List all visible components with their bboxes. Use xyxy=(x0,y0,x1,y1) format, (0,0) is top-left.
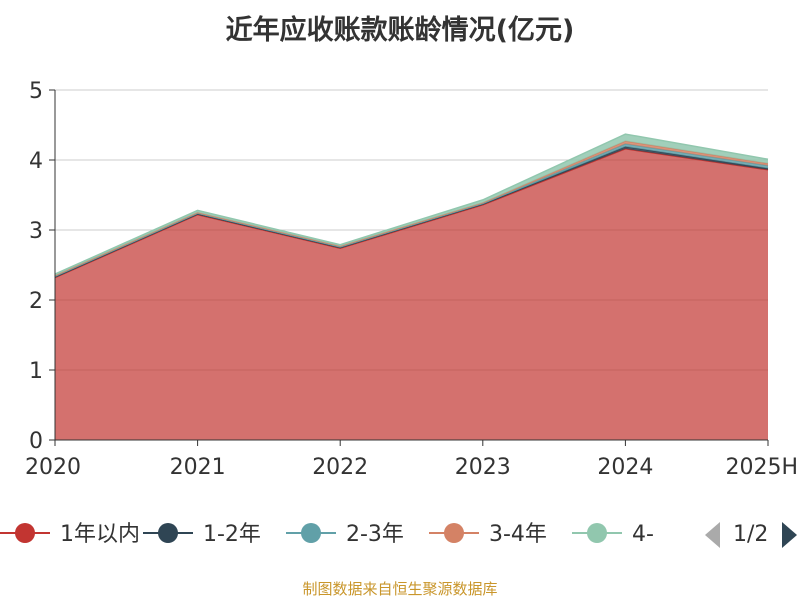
legend-label: 3-4年 xyxy=(489,522,547,547)
source-note: 制图数据来自恒生聚源数据库 xyxy=(302,580,498,598)
legend-label: 4- xyxy=(632,522,654,547)
x-tick-label: 2020 xyxy=(25,455,81,480)
area-3-4年 xyxy=(55,141,768,277)
y-tick-label: 5 xyxy=(29,79,43,104)
area-2-3年 xyxy=(55,143,768,277)
legend-label: 2-3年 xyxy=(346,522,404,547)
legend-next-icon[interactable] xyxy=(782,522,797,548)
x-tick-label: 2021 xyxy=(170,455,226,480)
x-tick-label: 2025H xyxy=(725,455,798,480)
area-1年以内 xyxy=(55,148,768,441)
legend-label: 1-2年 xyxy=(203,522,261,547)
legend-marker xyxy=(301,523,321,543)
legend-prev-icon[interactable] xyxy=(705,522,720,548)
legend-item[interactable]: 3-4年 xyxy=(429,522,547,547)
chart-title: 近年应收账款账龄情况(亿元) xyxy=(225,15,575,46)
y-tick-label: 3 xyxy=(29,219,43,244)
line-4- xyxy=(54,133,769,275)
legend-item[interactable]: 1-2年 xyxy=(143,522,261,547)
y-tick-label: 0 xyxy=(29,429,43,454)
y-tick-label: 1 xyxy=(29,359,43,384)
y-tick-label: 2 xyxy=(29,289,43,314)
legend-marker xyxy=(158,523,178,543)
x-tick-label: 2023 xyxy=(455,455,511,480)
y-tick-label: 4 xyxy=(29,149,43,174)
legend-marker xyxy=(444,523,464,543)
legend-page: 1/2 xyxy=(733,522,768,547)
legend-item[interactable]: 1年以内 xyxy=(0,522,140,547)
legend-item[interactable]: 2-3年 xyxy=(286,522,404,547)
x-tick-label: 2022 xyxy=(312,455,368,480)
legend-item[interactable]: 4- xyxy=(572,522,654,547)
x-tick-label: 2024 xyxy=(597,455,653,480)
area-4- xyxy=(55,134,768,276)
legend-marker xyxy=(15,523,35,543)
legend-label: 1年以内 xyxy=(60,522,140,547)
legend-marker xyxy=(587,523,607,543)
